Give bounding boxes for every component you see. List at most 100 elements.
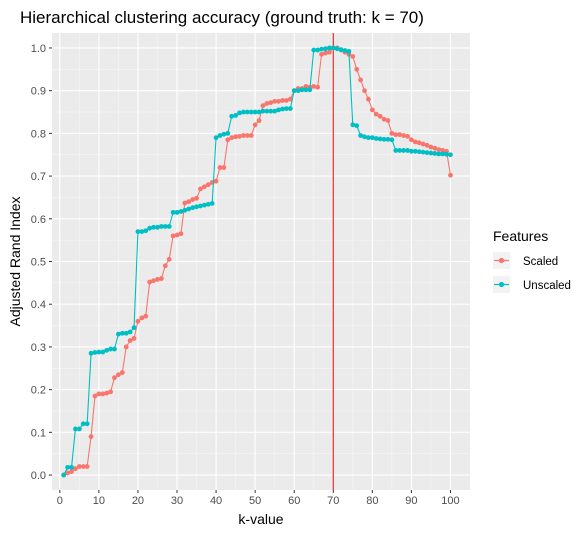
data-point-unscaled [303, 87, 309, 93]
data-point-scaled [358, 77, 364, 83]
data-point-scaled [424, 142, 430, 148]
data-point-unscaled [217, 133, 223, 138]
data-point-scaled [315, 84, 321, 90]
data-point-scaled [268, 100, 274, 106]
data-point-unscaled [283, 106, 289, 111]
data-point-unscaled [131, 325, 137, 331]
data-point-scaled [276, 98, 281, 104]
x-tick-label: 20 [132, 495, 144, 507]
data-point-unscaled [186, 206, 192, 212]
y-tick-label: 0.2 [31, 385, 46, 397]
data-point-scaled [326, 49, 332, 55]
data-point-unscaled [358, 133, 364, 138]
x-tick-label: 0 [57, 495, 63, 507]
data-point-unscaled [448, 152, 453, 158]
data-point-scaled [432, 145, 438, 151]
data-point-scaled [84, 464, 90, 469]
data-point-scaled [416, 140, 422, 146]
data-point-unscaled [201, 202, 207, 208]
data-point-unscaled [299, 87, 305, 93]
data-point-unscaled [350, 122, 356, 128]
data-point-scaled [303, 83, 309, 89]
data-point-scaled [393, 132, 399, 138]
data-point-unscaled [256, 109, 262, 115]
data-point-scaled [143, 313, 149, 319]
data-point-unscaled [119, 330, 125, 336]
data-point-scaled [73, 466, 78, 472]
data-point-scaled [178, 231, 184, 237]
y-tick-label: 1.0 [31, 43, 46, 55]
y-tick-label: 0.1 [31, 427, 46, 439]
data-point-unscaled [385, 136, 391, 142]
data-point-unscaled [366, 135, 371, 141]
data-point-unscaled [369, 135, 375, 141]
x-axis-title: k-value [238, 511, 283, 527]
data-point-unscaled [260, 108, 266, 114]
data-point-unscaled [287, 106, 293, 111]
y-tick-label: 0.3 [31, 342, 46, 354]
data-point-unscaled [69, 464, 74, 470]
data-point-unscaled [428, 150, 434, 156]
data-point-unscaled [393, 148, 399, 153]
data-point-unscaled [319, 46, 324, 52]
y-tick-label: 0.7 [31, 171, 46, 183]
data-point-scaled [100, 391, 106, 397]
data-point-scaled [205, 182, 211, 188]
data-point-scaled [225, 137, 231, 143]
legend-marker-scaled [498, 257, 505, 264]
data-point-scaled [139, 315, 145, 321]
data-point-unscaled [190, 205, 196, 211]
x-tick-label: 50 [249, 495, 261, 507]
data-point-unscaled [412, 148, 418, 154]
legend-item-unscaled: Unscaled [493, 276, 571, 293]
data-point-unscaled [229, 113, 235, 119]
data-point-unscaled [342, 48, 348, 53]
axis-ticks [49, 47, 451, 493]
y-tick-label: 0.8 [31, 128, 46, 140]
data-point-unscaled [252, 109, 258, 115]
data-point-unscaled [264, 108, 270, 114]
data-point-unscaled [92, 350, 98, 355]
x-tick-label: 60 [288, 495, 300, 507]
data-point-unscaled [330, 45, 336, 51]
data-point-scaled [233, 134, 239, 140]
y-tick-label: 0.9 [31, 86, 46, 98]
data-point-unscaled [104, 347, 110, 353]
data-point-unscaled [397, 148, 403, 153]
data-point-scaled [65, 470, 71, 476]
data-point-unscaled [155, 224, 160, 230]
data-point-scaled [190, 197, 196, 202]
data-point-unscaled [205, 201, 211, 207]
legend: Features Scaled Unscaled [493, 228, 571, 293]
data-point-unscaled [61, 472, 67, 478]
data-point-unscaled [315, 47, 321, 53]
chart-title: Hierarchical clustering accuracy (ground… [20, 8, 424, 27]
data-point-scaled [287, 96, 293, 102]
data-point-unscaled [326, 45, 332, 51]
legend-title: Features [493, 228, 548, 244]
data-point-scaled [350, 54, 356, 59]
data-point-unscaled [162, 224, 168, 229]
data-point-scaled [112, 375, 117, 381]
data-point-scaled [401, 133, 406, 138]
data-point-unscaled [170, 209, 176, 215]
data-point-unscaled [268, 108, 274, 114]
data-point-unscaled [233, 113, 239, 118]
x-tick-label: 90 [405, 495, 417, 507]
data-point-unscaled [127, 329, 133, 335]
x-tick-label: 40 [210, 495, 222, 507]
data-point-scaled [260, 103, 266, 109]
data-point-unscaled [432, 151, 438, 156]
data-point-unscaled [338, 47, 344, 53]
data-point-scaled [201, 184, 207, 190]
data-point-scaled [119, 370, 125, 375]
data-point-unscaled [409, 148, 414, 154]
data-point-unscaled [248, 109, 254, 115]
data-point-scaled [248, 133, 254, 138]
data-point-scaled [389, 130, 395, 136]
data-point-unscaled [307, 87, 313, 93]
data-point-unscaled [272, 108, 278, 114]
data-point-unscaled [158, 224, 164, 229]
data-point-unscaled [73, 426, 78, 432]
data-point-unscaled [166, 224, 172, 229]
